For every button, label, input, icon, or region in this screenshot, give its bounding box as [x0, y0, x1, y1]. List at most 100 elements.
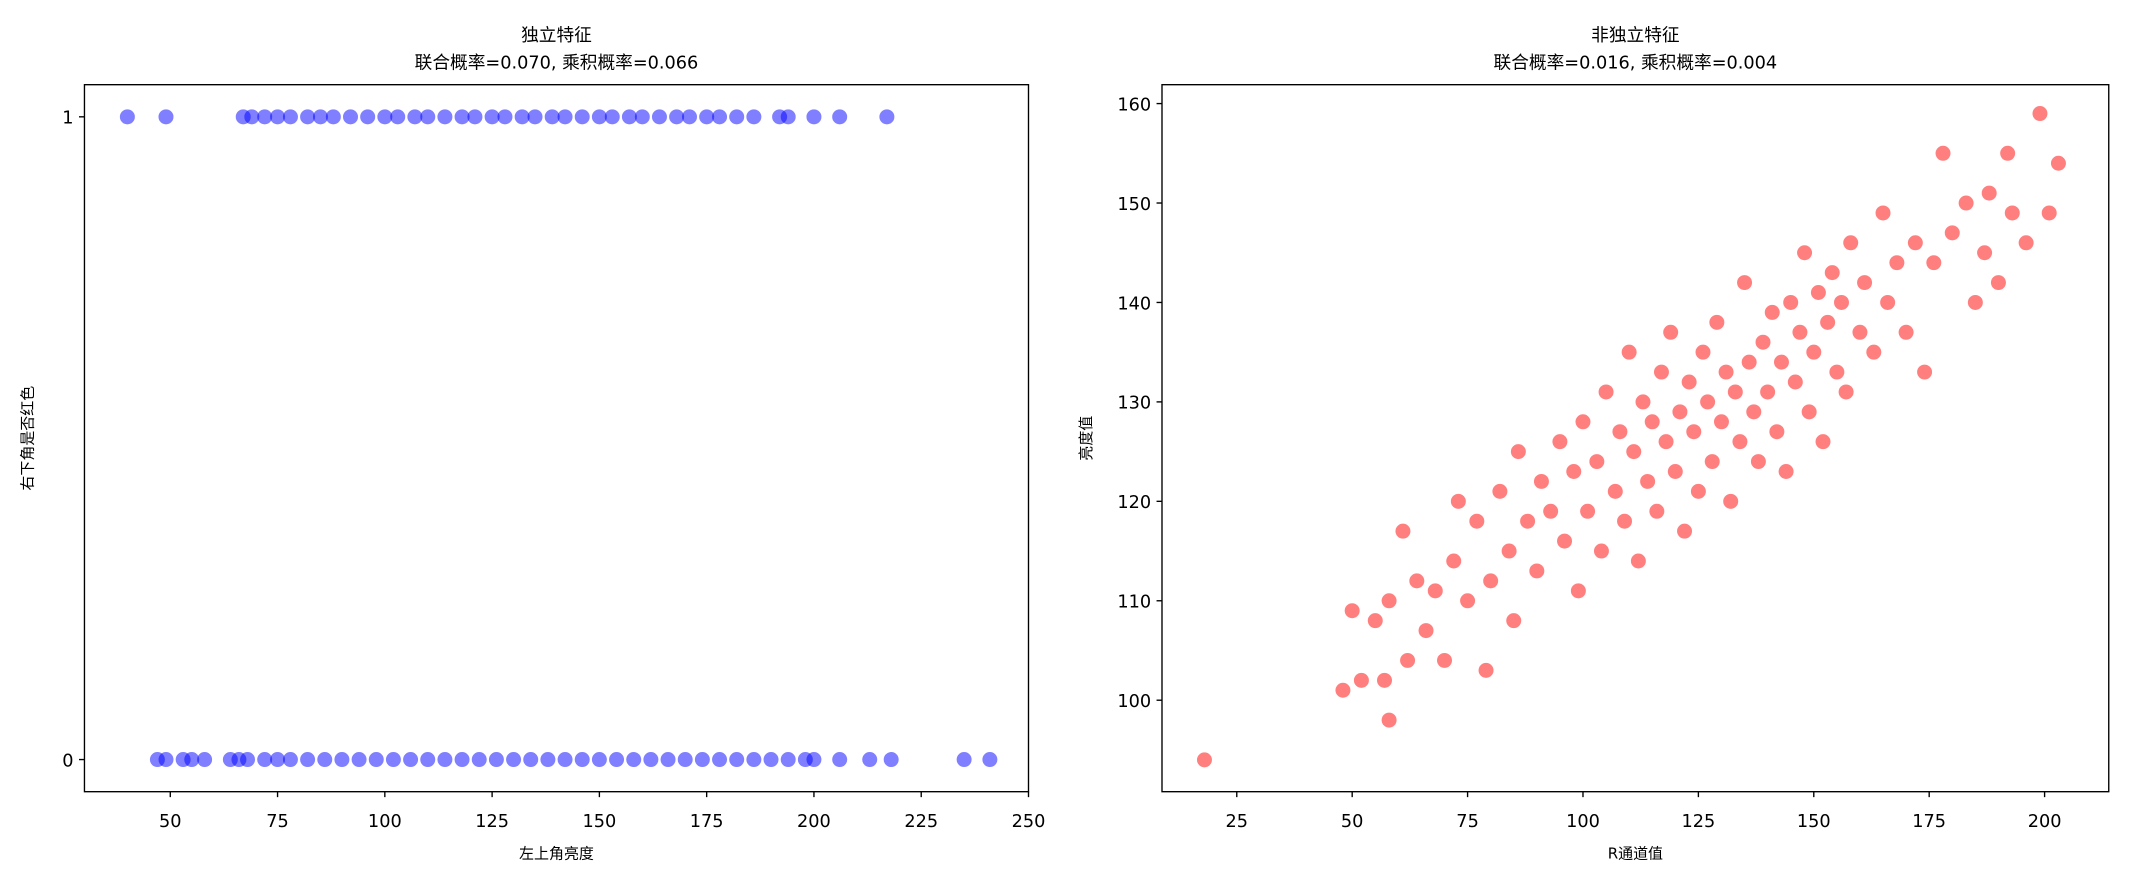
point [403, 752, 419, 768]
point [1773, 354, 1789, 370]
point [1681, 374, 1697, 390]
point [621, 109, 637, 125]
point [879, 109, 895, 125]
point [1478, 662, 1494, 678]
point [407, 109, 423, 125]
point [1737, 275, 1753, 291]
point [471, 752, 487, 768]
point [1718, 364, 1734, 380]
point [883, 752, 899, 768]
point [1760, 384, 1776, 400]
point [832, 752, 848, 768]
point [1376, 672, 1392, 688]
point [746, 752, 762, 768]
point [557, 752, 573, 768]
point [1621, 344, 1637, 360]
point [1663, 324, 1679, 340]
point [1344, 603, 1360, 619]
point [1764, 304, 1780, 320]
y-tick-label: 150 [1117, 195, 1151, 215]
point [1750, 454, 1766, 470]
point [682, 109, 697, 125]
axes-frame [83, 84, 1030, 793]
point [1469, 513, 1485, 529]
point [1944, 225, 1960, 241]
point [1483, 573, 1499, 589]
point [343, 109, 358, 125]
point [634, 109, 650, 125]
point [1617, 513, 1633, 529]
point [1787, 374, 1803, 390]
point [544, 109, 560, 125]
point [1612, 424, 1628, 440]
point [643, 752, 659, 768]
point [1709, 314, 1725, 330]
point [1335, 682, 1351, 698]
point [2041, 205, 2057, 221]
point [1570, 583, 1586, 599]
chart-title: 非独立特征 [1591, 25, 1679, 46]
point [1566, 464, 1582, 479]
point [574, 752, 590, 768]
point [1196, 752, 1212, 768]
point [1990, 275, 2006, 291]
point [862, 752, 878, 768]
y-tick-label: 1 [62, 109, 73, 129]
point [540, 752, 556, 768]
x-tick-label: 100 [1566, 812, 1600, 832]
x-tick-label: 100 [368, 812, 402, 832]
point [1889, 255, 1905, 271]
point [1755, 334, 1771, 350]
point [1492, 483, 1508, 499]
point [1381, 712, 1397, 728]
x-tick-label: 200 [2028, 812, 2062, 832]
point [1437, 652, 1452, 668]
point [1700, 394, 1716, 410]
point [1935, 145, 1951, 161]
point [1427, 583, 1443, 599]
point [651, 109, 667, 125]
x-tick-label: 225 [904, 812, 938, 832]
point [1880, 294, 1896, 310]
point [1644, 414, 1660, 430]
point [1783, 294, 1799, 310]
point [454, 109, 470, 125]
point [1778, 464, 1794, 479]
point [1741, 354, 1757, 370]
point [1792, 324, 1808, 340]
point [591, 109, 607, 125]
point [1806, 344, 1822, 360]
point [1838, 384, 1854, 400]
point [270, 752, 286, 768]
point [184, 752, 200, 768]
point [557, 109, 573, 125]
point [806, 109, 822, 125]
point [257, 752, 273, 768]
point [334, 752, 350, 768]
point [1658, 434, 1674, 450]
x-tick-label: 125 [475, 812, 509, 832]
y-tick-label: 110 [1117, 593, 1151, 613]
point [574, 109, 590, 125]
point [1353, 672, 1369, 688]
point [1815, 434, 1831, 450]
point [527, 109, 543, 125]
point [377, 109, 393, 125]
point [591, 752, 607, 768]
point [1704, 454, 1720, 470]
point [699, 109, 715, 125]
point [488, 752, 504, 768]
point [1672, 404, 1688, 420]
x-tick-label: 150 [1797, 812, 1831, 832]
point [1626, 444, 1642, 460]
point [604, 109, 620, 125]
point [1607, 483, 1623, 499]
point [982, 752, 998, 768]
point [1926, 255, 1942, 271]
y-tick-label: 140 [1117, 294, 1151, 314]
point [1580, 503, 1596, 519]
point [1958, 195, 1974, 211]
x-axis-label: R通道值 [1608, 844, 1663, 862]
point [1727, 384, 1743, 400]
point [806, 752, 822, 768]
